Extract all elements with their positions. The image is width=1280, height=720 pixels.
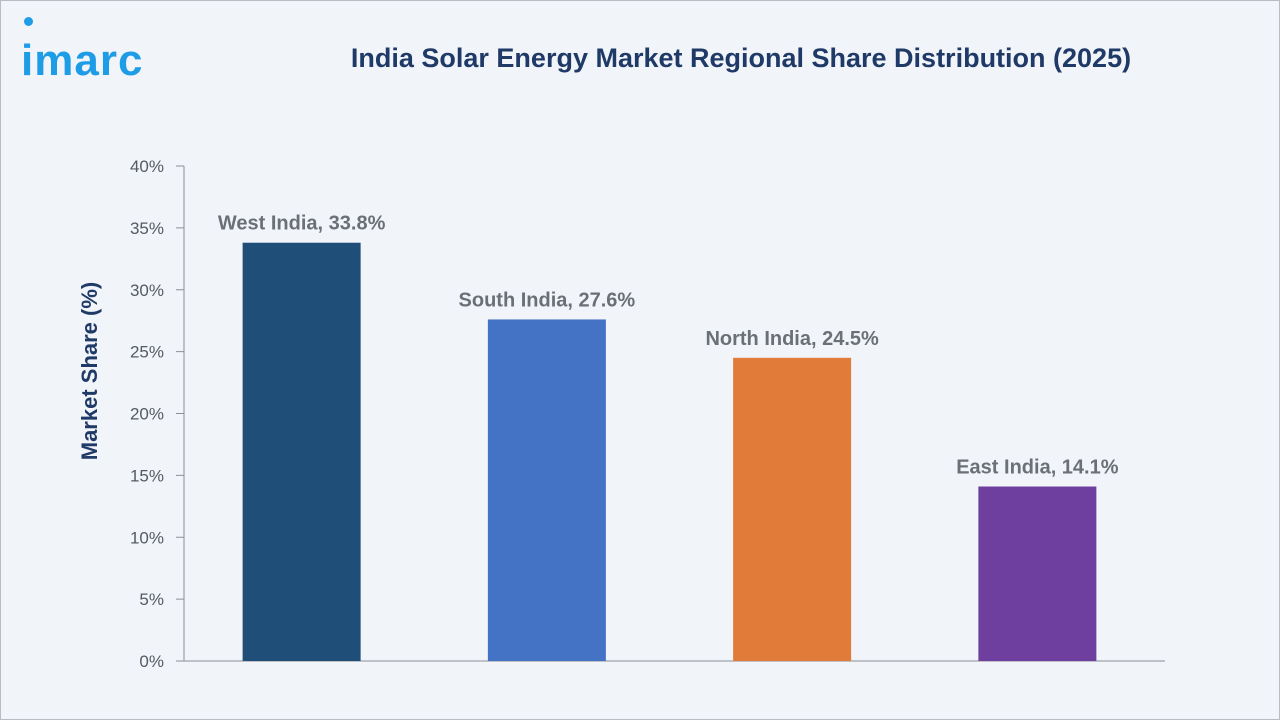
y-tick-label: 5% [139,590,164,609]
y-tick-label: 20% [130,405,164,424]
data-label: East India, 14.1% [956,457,1119,479]
data-label: South India, 27.6% [459,289,636,311]
y-tick-label: 30% [130,281,164,300]
chart-title: India Solar Energy Market Regional Share… [350,43,1132,73]
imarc-logo: imarc [21,17,201,85]
y-tick-label: 35% [130,219,164,238]
data-label: West India, 33.8% [218,213,386,235]
y-tick-label: 10% [130,528,164,547]
y-tick-label: 15% [130,466,164,485]
bar-east-india [978,486,1097,661]
data-label: North India, 24.5% [705,328,879,350]
logo-dot [24,17,33,26]
y-tick-label: 40% [130,157,164,176]
y-tick-label: 25% [130,343,164,362]
bar-south-india [487,319,606,661]
bar-west-india [242,242,361,661]
bar-north-india [733,357,852,661]
logo-text: imarc [21,36,144,85]
y-tick-label: 0% [139,652,164,671]
